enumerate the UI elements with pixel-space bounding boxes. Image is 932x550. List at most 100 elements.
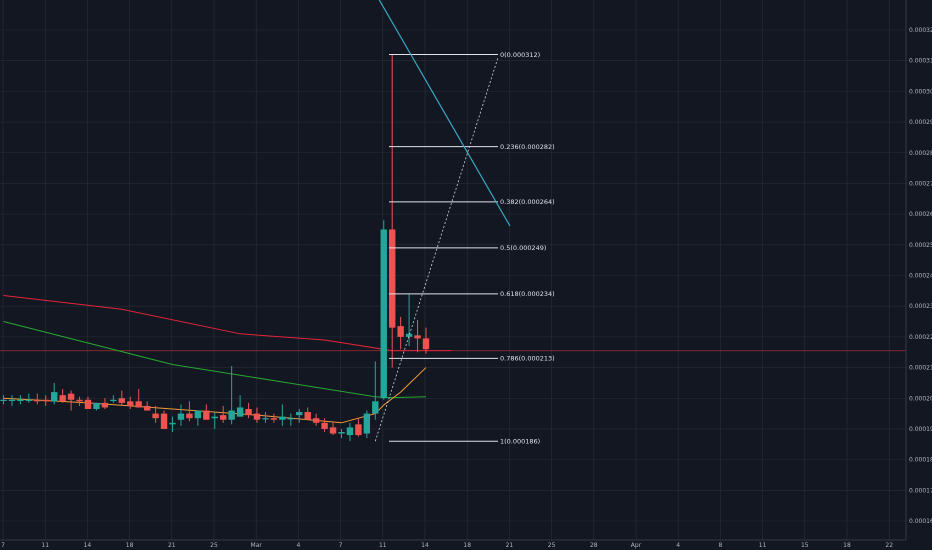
- candle-body: [34, 399, 41, 402]
- candle-body: [194, 410, 202, 419]
- candle-body: [186, 413, 193, 419]
- candle-body: [253, 413, 261, 420]
- candle-body: [93, 402, 100, 409]
- dotted-line: [374, 57, 499, 442]
- candle-body: [236, 407, 244, 417]
- x-tick-label: 4: [296, 542, 300, 549]
- x-tick-label: 18: [463, 542, 471, 549]
- x-tick-label: 18: [126, 542, 134, 549]
- fib-level-label: 0.786(0.000213): [500, 355, 555, 363]
- candle-body: [118, 398, 125, 403]
- candle-body: [110, 399, 117, 401]
- candle-body: [363, 413, 371, 434]
- x-tick-label: 15: [801, 542, 809, 549]
- x-tick-label: 11: [379, 542, 387, 549]
- candle-body: [127, 401, 134, 406]
- candle-body: [397, 326, 404, 337]
- candle-body: [101, 402, 109, 408]
- candle-body: [312, 418, 320, 423]
- candle-body: [245, 408, 252, 416]
- candle-body: [279, 416, 286, 420]
- trend-line: [378, 0, 511, 227]
- candle-body: [338, 432, 345, 434]
- fib-level-label: 0.618(0.000234): [500, 290, 555, 298]
- candle-body: [304, 412, 311, 420]
- candle-body: [152, 413, 159, 419]
- x-tick-label: 25: [548, 542, 556, 549]
- candle-body: [8, 399, 16, 401]
- candle-body: [287, 418, 294, 420]
- x-tick-label: 28: [590, 542, 598, 549]
- candle-body: [17, 399, 24, 401]
- candle-body: [372, 401, 379, 414]
- candle-body: [59, 395, 66, 402]
- x-tick-label: 8: [718, 542, 722, 549]
- candle-body: [220, 415, 227, 420]
- x-tick-label: 11: [41, 542, 49, 549]
- candle-body: [177, 413, 185, 420]
- candle-body: [405, 333, 413, 337]
- candle-body: [203, 410, 210, 420]
- candle-body: [143, 405, 151, 411]
- x-tick-label: 21: [168, 542, 176, 549]
- x-tick-label: 4: [676, 542, 680, 549]
- candle-body: [51, 392, 58, 402]
- candle-body: [67, 393, 75, 400]
- candle-body: [135, 401, 142, 408]
- moving-average-line: [3, 367, 427, 424]
- y-tick-label: 0.000160: [909, 518, 932, 525]
- candle-body: [329, 427, 337, 434]
- grid: [0, 0, 906, 540]
- x-tick-label: 21: [506, 542, 514, 549]
- fib-level-label: 0.382(0.000264): [500, 198, 555, 206]
- trendlines: [374, 0, 511, 442]
- fib-level-label: 0(0.000312): [500, 51, 540, 59]
- x-tick-label: 25: [210, 542, 218, 549]
- x-tick-label: 11: [759, 542, 767, 549]
- candle-body: [414, 335, 421, 339]
- candle-body: [262, 418, 269, 420]
- x-tick-label: 22: [885, 542, 893, 549]
- candle-body: [355, 424, 362, 436]
- candle-body: [42, 399, 49, 402]
- x-tick-label: Mar: [251, 542, 263, 549]
- x-tick-label: Apr: [631, 542, 642, 549]
- candle-body: [76, 399, 83, 402]
- candle-body: [228, 410, 235, 420]
- fib-level-label: 0.5(0.000249): [500, 244, 546, 252]
- candle-body: [389, 229, 396, 328]
- x-tick-label: 14: [421, 542, 429, 549]
- candle-body: [321, 422, 328, 429]
- moving-average-line: [3, 294, 452, 352]
- fib-level-label: 0.236(0.000282): [500, 143, 555, 151]
- x-tick-label: 7: [1, 542, 5, 549]
- candle-body: [160, 413, 168, 429]
- candle-body: [296, 412, 303, 416]
- x-tick-label: 18: [843, 542, 851, 549]
- x-tick-label: 7: [339, 542, 343, 549]
- candle-body: [270, 418, 278, 420]
- candle-body: [346, 427, 354, 436]
- x-tick-label: 14: [84, 542, 92, 549]
- candle-body: [0, 399, 7, 401]
- candle-body: [380, 229, 387, 399]
- candles: [0, 54, 430, 442]
- candle-body: [422, 338, 430, 350]
- time-axis[interactable]: 7 11 14 18 21 25 Mar 4 7 11 14 18 21 25 28 Apr 4 8 11 15 18 2…: [1, 542, 893, 549]
